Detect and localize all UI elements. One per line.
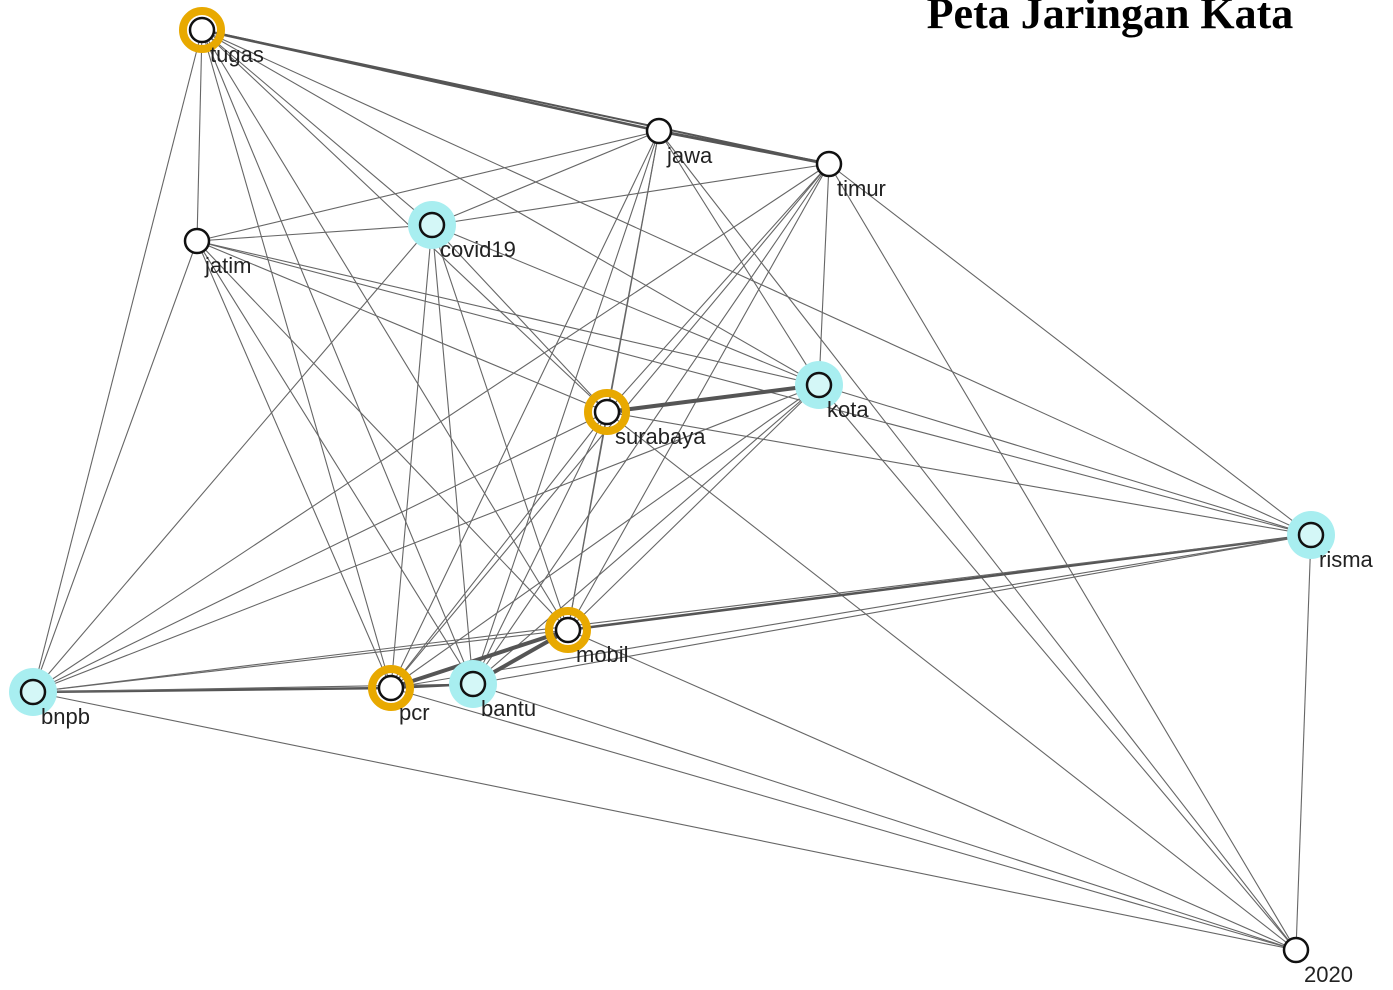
edge (201, 29, 474, 685)
edge (472, 534, 1312, 685)
nodes: tugas jawa timur covid19 jatim kota surabaya ri… (9, 7, 1374, 987)
node-halo (545, 607, 591, 653)
node (645, 117, 673, 145)
title: Peta Jaringan Kata (927, 0, 1294, 38)
edge (196, 240, 569, 631)
edge (32, 691, 1297, 951)
edge (196, 130, 660, 242)
edge (431, 224, 820, 386)
edge (606, 411, 1297, 951)
edge (390, 411, 608, 689)
edge (390, 534, 1312, 689)
node-halo (584, 389, 630, 435)
edge (390, 384, 820, 689)
edge (606, 411, 1312, 536)
edge (196, 224, 433, 242)
edge (196, 240, 1312, 536)
node-halo (179, 7, 225, 53)
node (459, 670, 487, 698)
node (183, 227, 211, 255)
edges (32, 28, 1312, 951)
edge (196, 29, 203, 242)
edge (431, 163, 830, 226)
node (593, 398, 621, 426)
edge (201, 29, 608, 413)
node (1297, 521, 1325, 549)
node (805, 371, 833, 399)
node-label: surabaya (615, 424, 706, 449)
edge (201, 29, 433, 226)
node (377, 674, 405, 702)
edge (32, 29, 203, 693)
edge (390, 687, 1297, 951)
edge (196, 240, 608, 413)
node-label: covid19 (440, 237, 516, 262)
node (815, 150, 843, 178)
edge (567, 163, 830, 631)
node (418, 211, 446, 239)
edge (818, 384, 1312, 536)
node (19, 678, 47, 706)
edge (201, 29, 569, 631)
node-label: kota (827, 397, 869, 422)
node-halo (368, 665, 414, 711)
edge (567, 384, 820, 631)
edge (390, 224, 433, 689)
edge (390, 163, 830, 689)
edge (32, 163, 830, 693)
edge (828, 163, 1312, 536)
edge (32, 411, 608, 693)
node (1282, 936, 1310, 964)
edge (32, 534, 1312, 693)
edge (32, 240, 198, 693)
node (554, 616, 582, 644)
edge (606, 163, 830, 413)
node-label: bantu (481, 696, 536, 721)
edge (196, 240, 820, 386)
edge (567, 629, 1297, 951)
node-label: mobil (576, 642, 629, 667)
node-label: pcr (399, 700, 430, 725)
edge (472, 683, 1297, 951)
node-label: 2020 (1304, 962, 1353, 987)
edge (472, 163, 830, 685)
edge (472, 130, 660, 685)
node-label: jawa (666, 143, 713, 168)
edge (606, 383, 820, 414)
edge (818, 384, 1297, 951)
edge (201, 29, 1312, 536)
edge (32, 629, 569, 693)
edge (818, 163, 830, 386)
edge (658, 130, 820, 386)
node-label: jatim (204, 253, 251, 278)
node (188, 16, 216, 44)
edge (32, 224, 433, 693)
edge (567, 411, 608, 631)
node-label: timur (837, 176, 886, 201)
edge (431, 224, 608, 413)
edge (390, 130, 660, 689)
node-label: bnpb (41, 704, 90, 729)
edge (431, 130, 660, 226)
edge (390, 628, 569, 690)
edge (1295, 534, 1312, 951)
edge (196, 240, 392, 689)
node-label: risma (1319, 547, 1374, 572)
edge (431, 224, 474, 685)
edge (196, 240, 474, 685)
edge (658, 130, 1297, 951)
edge (431, 224, 569, 631)
edge (201, 29, 820, 386)
edge (658, 129, 830, 166)
edge (201, 29, 830, 165)
edge (567, 533, 1312, 632)
edge (201, 29, 392, 689)
edge (32, 384, 820, 693)
node-label: tugas (210, 42, 264, 67)
edge (828, 163, 1297, 951)
